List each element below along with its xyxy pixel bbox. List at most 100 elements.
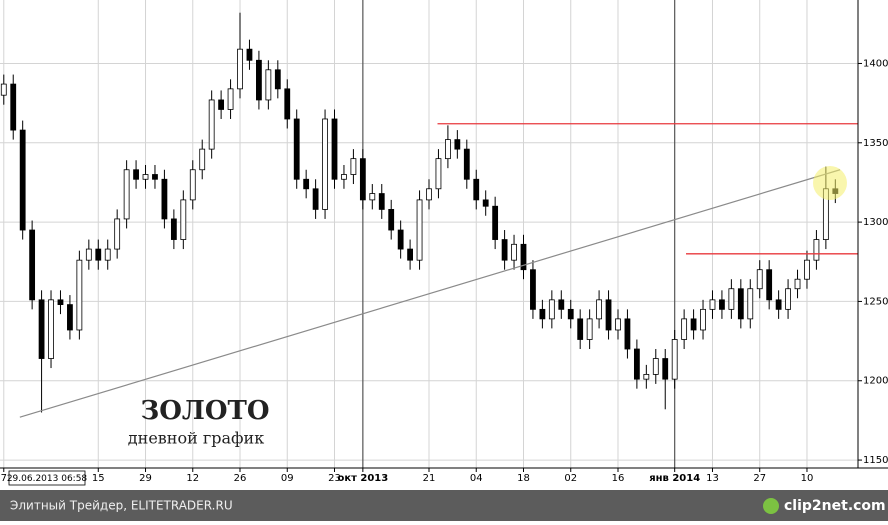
candle-body — [709, 299, 716, 310]
highlight — [813, 166, 847, 200]
candle-body — [539, 308, 546, 320]
candle-body — [473, 178, 480, 201]
candle-body — [161, 178, 168, 220]
chart-title: ЗОЛОТО — [140, 396, 269, 426]
candle-body — [189, 169, 196, 201]
candle-body — [359, 158, 366, 201]
trend-line — [19, 169, 841, 418]
x-tick-label: 23 — [328, 473, 341, 484]
candle-body — [208, 99, 215, 150]
candle-body — [38, 299, 45, 359]
candle-body — [303, 178, 310, 190]
x-tick-label: 04 — [470, 473, 483, 484]
candle-body — [142, 174, 149, 180]
candle-body — [548, 299, 555, 320]
watermark: clip2net.com — [784, 498, 886, 514]
candle-body — [813, 239, 820, 261]
candle-body — [756, 269, 763, 290]
candle-body — [596, 299, 602, 320]
candle-body — [605, 299, 612, 331]
candle-body — [19, 129, 26, 231]
candle-body — [511, 243, 517, 261]
candle-body — [719, 299, 725, 310]
candle-body — [67, 304, 73, 331]
candle-body — [369, 193, 376, 201]
candle-body — [48, 299, 54, 359]
x-tick-label: 27 — [753, 473, 766, 484]
candle-body — [397, 229, 404, 250]
candle-body — [29, 229, 36, 301]
candle-body — [350, 158, 357, 175]
candle-body — [237, 48, 243, 90]
y-tick-label: 1150 — [863, 455, 888, 466]
candle-body — [662, 358, 669, 380]
candle-body — [794, 278, 801, 290]
candle-body — [123, 169, 130, 220]
x-tick-label: 02 — [564, 473, 577, 484]
y-tick-label: 1400 — [863, 58, 888, 69]
candle-body — [199, 148, 206, 171]
candle-body — [520, 243, 527, 271]
x-tick-label: 12 — [186, 473, 199, 484]
candle-body — [293, 118, 300, 180]
candle-body — [558, 299, 565, 310]
candle-body — [76, 259, 83, 331]
candle-body — [681, 318, 688, 340]
candle-body — [728, 288, 735, 310]
candle-body — [322, 118, 328, 210]
candle-body — [643, 373, 650, 380]
candle-body — [501, 239, 508, 261]
x-tick-label: 21 — [423, 473, 436, 484]
candle-body — [133, 169, 139, 180]
candle-body — [227, 88, 234, 110]
y-tick-label: 1300 — [863, 217, 888, 228]
candle-body — [388, 209, 395, 231]
x-tick-label: 29 — [139, 473, 152, 484]
candle-body — [444, 139, 451, 160]
candle-body — [652, 358, 659, 375]
x-tick-label: 15 — [92, 473, 105, 484]
y-tick-label: 1350 — [863, 138, 888, 149]
candle-body — [0, 83, 7, 96]
x-tick-label: окт 2013 — [337, 473, 388, 484]
candle-body — [407, 248, 414, 261]
candle-body — [747, 288, 754, 320]
candle-body — [246, 48, 253, 61]
candle-body — [700, 308, 706, 331]
candle-body — [256, 59, 262, 101]
y-tick-label: 1250 — [863, 296, 888, 307]
x-tick-label: янв 2014 — [649, 473, 700, 484]
x-tick-label: 09 — [281, 473, 294, 484]
candle-body — [530, 269, 536, 310]
x-tick-label: 16 — [612, 473, 625, 484]
candle-body — [804, 259, 810, 280]
cursor-label: 29.06.2013 06:58 — [7, 474, 88, 484]
candle-body — [95, 248, 102, 261]
candle-body — [57, 299, 64, 305]
candle-body — [567, 308, 574, 320]
candle-body — [615, 318, 621, 331]
candle-body — [577, 318, 584, 340]
candle-body — [284, 88, 291, 120]
candle-body — [775, 299, 782, 310]
candle-body — [690, 318, 697, 331]
candle-body — [586, 318, 593, 340]
footer-bar — [0, 490, 888, 521]
watermark-icon — [763, 498, 779, 514]
candle-body — [492, 205, 499, 240]
candle-body — [378, 193, 385, 210]
candle-body — [331, 118, 338, 180]
chart-subtitle: дневной график — [128, 429, 264, 448]
x-tick-label: 26 — [234, 473, 247, 484]
y-tick-label: 1200 — [863, 376, 888, 387]
x-tick-label: 7 — [1, 473, 7, 484]
candle-body — [170, 218, 177, 240]
candle-body — [104, 248, 111, 261]
candle-body — [180, 199, 187, 240]
x-tick-label: 13 — [706, 473, 719, 484]
cursor-box — [8, 470, 86, 486]
candle-body — [114, 218, 121, 250]
candle-body — [85, 248, 92, 261]
candle-body — [312, 188, 319, 210]
